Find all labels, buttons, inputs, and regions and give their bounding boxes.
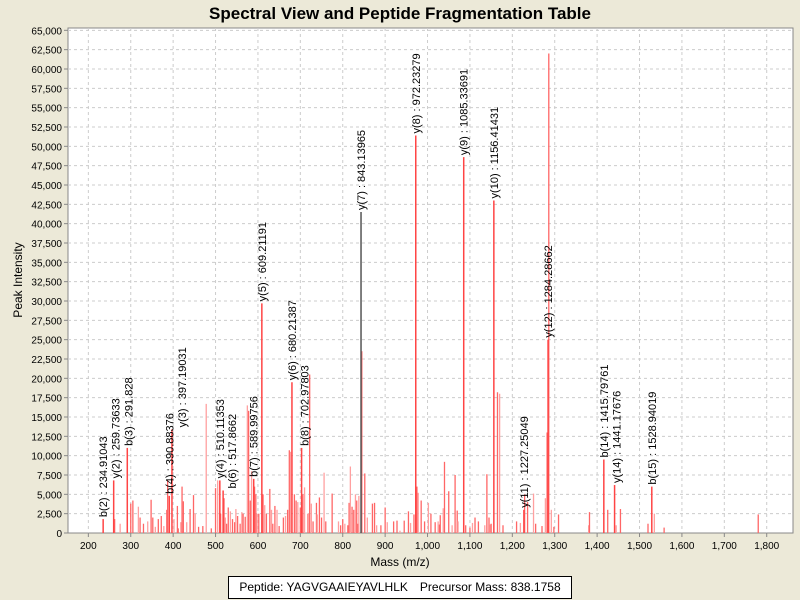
x-tick-label: 300 (122, 541, 139, 552)
y-tick-label: 0 (56, 529, 62, 540)
peak-annotation-label: b(14) : 1415.79761 (599, 365, 611, 458)
y-tick-label: 60,000 (31, 65, 62, 76)
peak-annotation-label: y(7) : 843.13965 (356, 130, 368, 210)
x-tick-label: 1,700 (712, 541, 737, 552)
x-tick-label: 800 (334, 541, 351, 552)
y-tick-label: 22,500 (31, 355, 62, 366)
x-axis-label: Mass (m/z) (370, 555, 429, 569)
y-tick-label: 40,000 (31, 220, 62, 231)
peak-annotation-label: b(3) : 291.828 (123, 377, 135, 446)
y-tick-label: 15,000 (31, 413, 62, 424)
y-tick-label: 55,000 (31, 104, 62, 115)
y-tick-label: 37,500 (31, 239, 62, 250)
peak-annotation-label: y(4) : 510.11353 (215, 399, 227, 478)
x-tick-label: 1,100 (457, 541, 482, 552)
y-tick-label: 20,000 (31, 374, 62, 385)
chart-title: Spectral View and Peptide Fragmentation … (209, 4, 591, 23)
peak-annotation-label: y(9) : 1085.33691 (459, 69, 471, 155)
peptide-text: Peptide: YAGVGAAIEYAVLHLK (239, 580, 408, 594)
peak-annotation-label: b(2) : 234.91043 (98, 436, 110, 517)
peak-annotation-label: y(3) : 397.19031 (177, 347, 189, 427)
y-tick-label: 25,000 (31, 336, 62, 347)
x-tick-label: 1,200 (500, 541, 525, 552)
x-tick-label: 600 (250, 541, 267, 552)
peak-annotation-label: b(4) : 390.88376 (164, 413, 176, 494)
y-tick-label: 10,000 (31, 452, 62, 463)
x-tick-label: 400 (165, 541, 182, 552)
peak-annotation-label: b(7) : 589.99756 (249, 396, 261, 477)
y-tick-label: 65,000 (31, 26, 62, 37)
peak-annotation-label: b(6) : 517.8662 (227, 414, 239, 489)
peak-annotation-label: b(8) : 702.97803 (300, 365, 312, 446)
y-tick-label: 17,500 (31, 394, 62, 405)
y-tick-label: 45,000 (31, 181, 62, 192)
x-tick-label: 1,500 (627, 541, 652, 552)
y-tick-label: 35,000 (31, 258, 62, 269)
peaks (102, 53, 759, 533)
y-tick-label: 62,500 (31, 46, 62, 57)
x-tick-label: 500 (207, 541, 224, 552)
peak-annotation-label: y(14) : 1441.17676 (612, 391, 624, 483)
peak-annotation-label: b(15) : 1528.94019 (647, 392, 659, 485)
x-tick-label: 1,800 (754, 541, 779, 552)
x-tick-label: 900 (377, 541, 394, 552)
precursor-text: Precursor Mass: 838.1758 (419, 580, 561, 594)
y-tick-label: 50,000 (31, 142, 62, 153)
y-axis-label: Peak Intensity (11, 242, 25, 317)
axes: 200 300 400 500 600 700 800 900 1,000 1,100 1,200 1… (31, 26, 779, 552)
x-tick-label: 1,300 (542, 541, 567, 552)
peak-annotation-label: y(12) : 1284.28662 (543, 245, 555, 337)
peak-annotation-label: y(6) : 680.21387 (287, 300, 299, 380)
y-tick-label: 7,500 (37, 471, 62, 482)
annotations: b(2) : 234.91043 y(2) : 259.73633 b(3) : 2… (98, 53, 659, 517)
peak-annotation-label: y(2) : 259.73633 (111, 398, 123, 478)
x-tick-label: 1,600 (669, 541, 694, 552)
y-tick-label: 12,500 (31, 432, 62, 443)
peak-annotation-label: y(10) : 1156.41431 (489, 107, 501, 199)
y-tick-label: 52,500 (31, 123, 62, 134)
y-tick-label: 27,500 (31, 316, 62, 327)
peak-annotation-label: y(5) : 609.21191 (257, 222, 269, 301)
y-tick-label: 2,500 (37, 510, 62, 521)
y-tick-label: 42,500 (31, 200, 62, 211)
y-tick-label: 47,500 (31, 162, 62, 173)
y-tick-label: 57,500 (31, 84, 62, 95)
peak-annotation-label: y(11) : 1227.25049 (519, 416, 531, 508)
x-tick-label: 200 (80, 541, 97, 552)
y-tick-label: 30,000 (31, 297, 62, 308)
y-tick-label: 32,500 (31, 278, 62, 289)
plot-area (67, 27, 794, 534)
peak-annotation-label: y(8) : 972.23279 (411, 53, 423, 133)
x-tick-label: 700 (292, 541, 309, 552)
x-tick-label: 1,400 (585, 541, 610, 552)
y-tick-label: 5,000 (37, 490, 62, 501)
legend-box: Peptide: YAGVGAAIEYAVLHLK Precursor Mass:… (228, 576, 572, 599)
x-tick-label: 1,000 (415, 541, 440, 552)
